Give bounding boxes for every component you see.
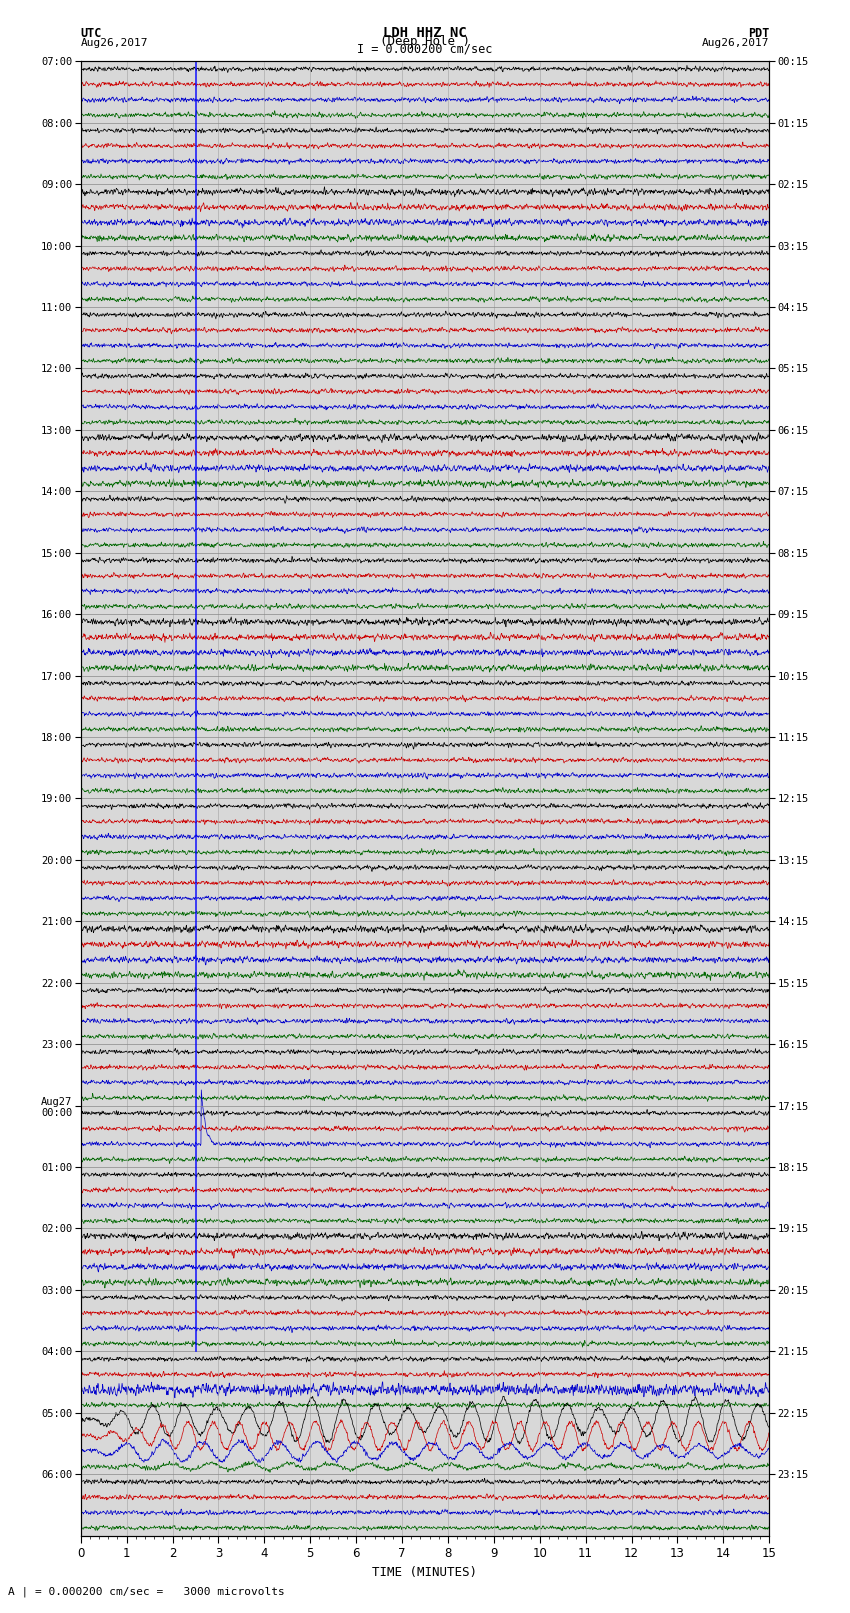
Text: I = 0.000200 cm/sec: I = 0.000200 cm/sec: [357, 42, 493, 56]
Text: LDH HHZ NC: LDH HHZ NC: [383, 26, 467, 39]
X-axis label: TIME (MINUTES): TIME (MINUTES): [372, 1566, 478, 1579]
Text: (Deep Hole ): (Deep Hole ): [380, 34, 470, 47]
Text: Aug26,2017: Aug26,2017: [702, 37, 769, 47]
Text: A | = 0.000200 cm/sec =   3000 microvolts: A | = 0.000200 cm/sec = 3000 microvolts: [8, 1586, 286, 1597]
Text: Aug26,2017: Aug26,2017: [81, 37, 148, 47]
Text: PDT: PDT: [748, 26, 769, 39]
Text: UTC: UTC: [81, 26, 102, 39]
